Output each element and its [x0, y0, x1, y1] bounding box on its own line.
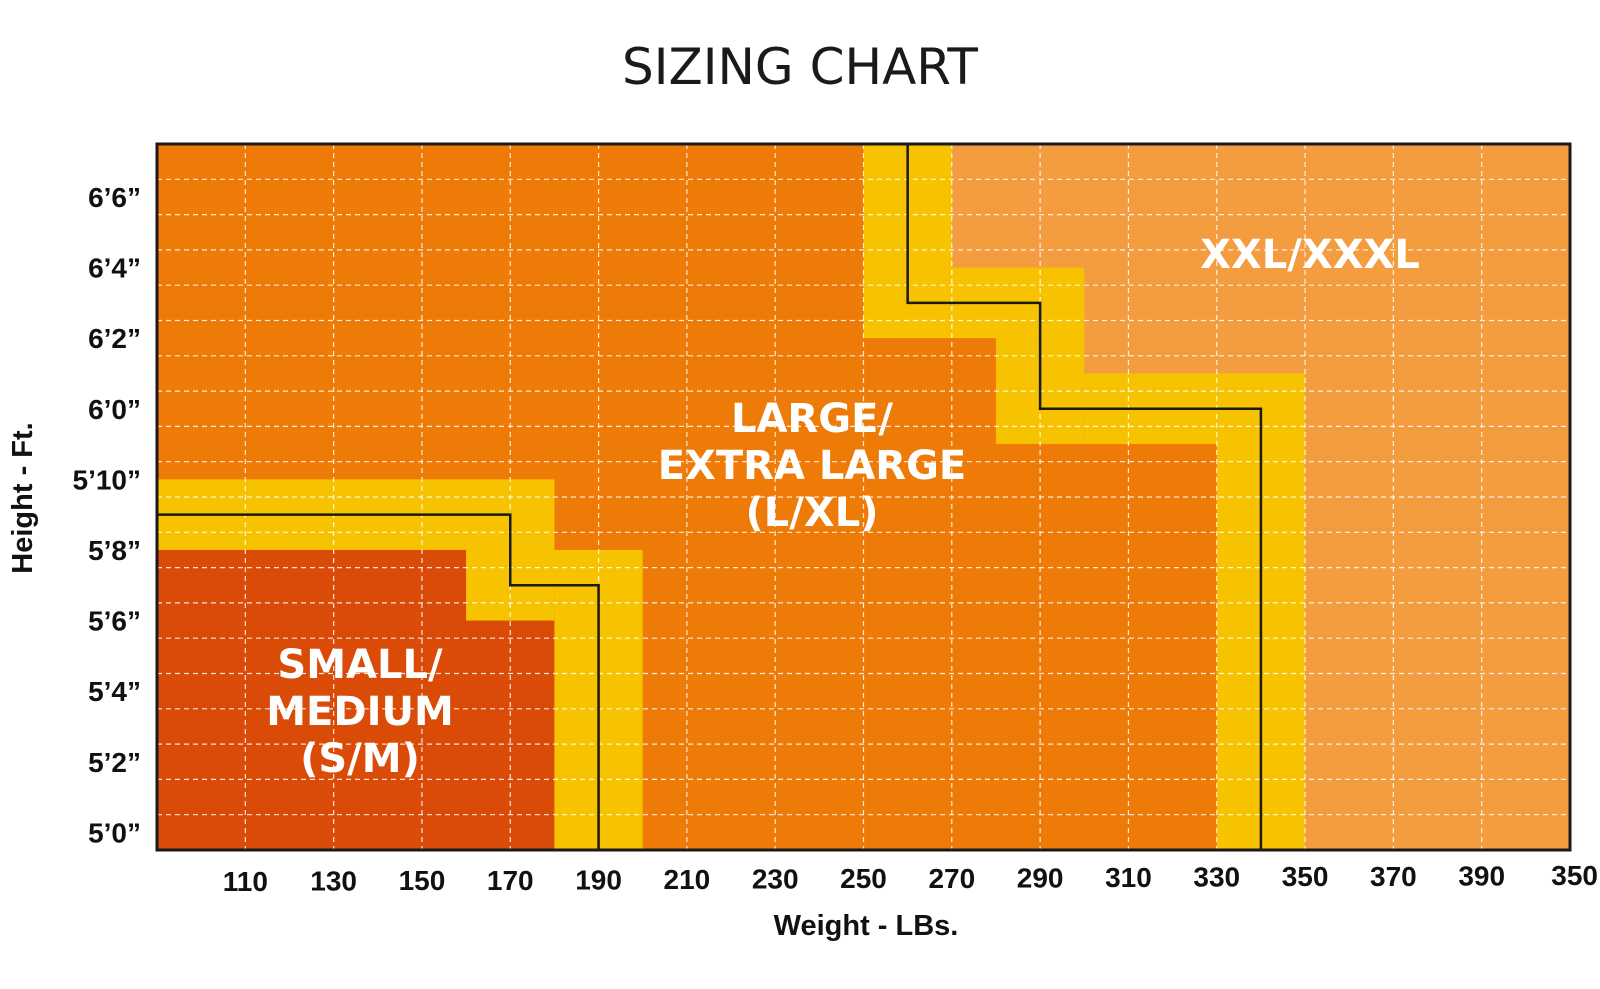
- boundary-small-medium: [157, 513, 600, 850]
- x-tick-label: 170: [487, 865, 534, 896]
- x-tick-label: 210: [664, 864, 711, 895]
- x-tick-label: 330: [1193, 862, 1240, 893]
- x-tick-label: 290: [1017, 862, 1064, 893]
- label-small-medium-line: SMALL/: [277, 642, 443, 688]
- y-tick-label: 5’4”: [88, 676, 141, 707]
- x-tick-label: 370: [1370, 861, 1417, 892]
- plot-frame: [155, 142, 1572, 852]
- label-large-extra-large-line: (L/XL): [746, 490, 879, 536]
- y-tick-label: 5’6”: [88, 606, 141, 637]
- x-tick-label: 230: [752, 864, 799, 895]
- y-tick-label: 6’0”: [88, 394, 141, 425]
- y-tick-label: 6’6”: [88, 182, 141, 213]
- x-tick-label: 350: [1551, 860, 1598, 891]
- x-tick-label: 350: [1282, 861, 1329, 892]
- region-labels: SMALL/MEDIUM(S/M) LARGE/EXTRA LARGE(L/XL)…: [266, 232, 1420, 782]
- grid-lines: [157, 144, 1570, 850]
- x-axis-ticks: 110 130 150 170 190 210 230 250 270 290 310 330 350 3…: [223, 860, 1598, 897]
- y-axis-label: Height - Ft.: [7, 422, 39, 573]
- x-tick-label: 130: [310, 866, 357, 897]
- label-small-medium-line: MEDIUM: [266, 689, 454, 735]
- x-tick-label: 110: [223, 866, 268, 897]
- y-tick-label: 5’10”: [73, 464, 142, 495]
- y-tick-label: 6’2”: [88, 323, 141, 354]
- x-tick-label: 190: [575, 864, 622, 895]
- x-tick-label: 250: [840, 863, 887, 894]
- chart-title: SIZING CHART: [622, 38, 978, 96]
- x-tick-label: 310: [1105, 862, 1152, 893]
- x-tick-label: 390: [1458, 860, 1505, 891]
- label-xxl-xxxl-line: XXL/XXXL: [1200, 232, 1420, 278]
- x-tick-label: 150: [399, 865, 446, 896]
- y-tick-label: 5’2”: [88, 747, 141, 778]
- label-small-medium-line: (S/M): [300, 736, 420, 782]
- x-tick-label: 270: [928, 863, 975, 894]
- y-tick-label: 5’8”: [88, 535, 141, 566]
- y-tick-label: 6’4”: [88, 253, 141, 284]
- x-axis-label: Weight - LBs.: [774, 910, 959, 942]
- y-axis-ticks: 6’6” 6’4” 6’2” 6’0” 5’10” 5’8” 5’6” 5’4” 5’2” 5’0…: [73, 182, 142, 848]
- label-large-extra-large-line: LARGE/: [731, 396, 893, 442]
- size-boundaries: [157, 144, 1263, 850]
- label-large-extra-large-line: EXTRA LARGE: [658, 443, 967, 489]
- y-tick-label: 5’0”: [88, 817, 141, 848]
- boundary-large-extra-large: [906, 144, 1263, 850]
